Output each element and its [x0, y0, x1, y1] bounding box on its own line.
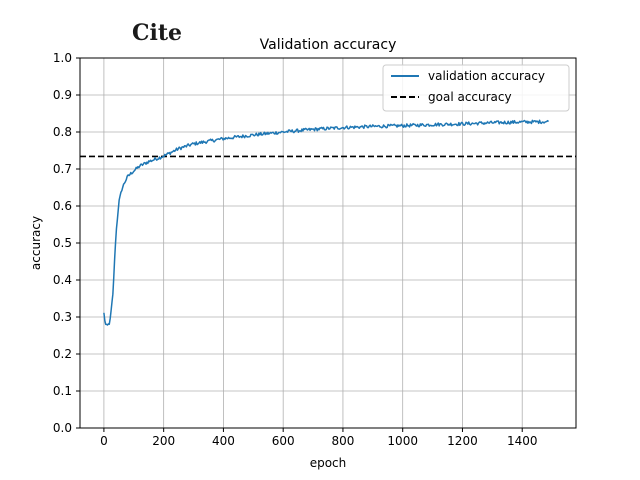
y-tick-label: 0.6 — [53, 199, 72, 213]
y-tick-label: 1.0 — [53, 51, 72, 65]
y-tick-label: 0.0 — [53, 421, 72, 435]
cite-logo: Cite — [132, 20, 182, 46]
y-tick-label: 0.1 — [53, 384, 72, 398]
x-tick-label: 400 — [212, 434, 235, 448]
x-tick-label: 200 — [152, 434, 175, 448]
y-tick-label: 0.9 — [53, 88, 72, 102]
x-tick-label: 800 — [331, 434, 354, 448]
chart-title: Validation accuracy — [260, 37, 397, 53]
legend-box — [382, 64, 570, 112]
data-layer — [80, 119, 576, 326]
y-axis-label: accuracy — [29, 216, 43, 270]
legend: validation accuracy goal accuracy — [382, 64, 570, 112]
x-tick-label: 1200 — [447, 434, 478, 448]
x-tick-label: 600 — [272, 434, 295, 448]
tick-layer: 0 200 400 600 800 1000 1200 1400 0.0 0.1 0.2 0.3 0.4… — [53, 51, 538, 448]
y-tick-label: 0.5 — [53, 236, 72, 250]
x-tick-label: 0 — [100, 434, 108, 448]
y-tick-label: 0.8 — [53, 125, 72, 139]
y-tick-label: 0.4 — [53, 273, 72, 287]
legend-validation-label: validation accuracy — [428, 69, 545, 83]
x-tick-label: 1400 — [507, 434, 538, 448]
x-axis-label: epoch — [310, 456, 347, 470]
y-tick-label: 0.7 — [53, 162, 72, 176]
legend-goal-label: goal accuracy — [428, 90, 512, 104]
x-tick-label: 1000 — [387, 434, 418, 448]
validation-accuracy-line — [103, 119, 550, 326]
y-tick-label: 0.3 — [53, 310, 72, 324]
y-tick-label: 0.2 — [53, 347, 72, 361]
